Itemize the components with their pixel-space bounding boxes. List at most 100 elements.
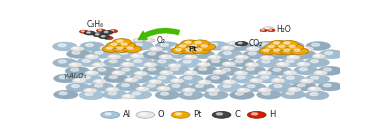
Circle shape: [98, 68, 106, 71]
Circle shape: [83, 88, 97, 93]
Text: γ-Al₂O₃: γ-Al₂O₃: [64, 73, 87, 79]
Circle shape: [75, 79, 80, 81]
Circle shape: [156, 86, 171, 91]
Circle shape: [116, 66, 141, 75]
Circle shape: [285, 44, 304, 51]
Circle shape: [265, 28, 269, 29]
Circle shape: [133, 54, 138, 56]
Circle shape: [53, 42, 77, 51]
Circle shape: [311, 43, 319, 46]
Circle shape: [183, 55, 198, 60]
Circle shape: [299, 68, 307, 71]
Circle shape: [88, 71, 92, 73]
Circle shape: [117, 42, 136, 49]
Circle shape: [54, 90, 78, 99]
Circle shape: [142, 50, 167, 59]
Circle shape: [72, 78, 86, 83]
Circle shape: [101, 36, 105, 37]
Circle shape: [325, 52, 333, 55]
Circle shape: [148, 79, 162, 84]
Circle shape: [246, 46, 260, 51]
Circle shape: [123, 46, 142, 52]
Circle shape: [255, 41, 280, 50]
Circle shape: [175, 49, 181, 51]
Circle shape: [113, 46, 131, 52]
Circle shape: [106, 37, 109, 38]
Circle shape: [269, 40, 288, 47]
Circle shape: [178, 91, 203, 100]
Circle shape: [257, 90, 281, 99]
Circle shape: [111, 30, 114, 31]
Circle shape: [279, 45, 285, 47]
Circle shape: [268, 83, 293, 92]
Circle shape: [134, 71, 148, 76]
Circle shape: [105, 42, 130, 51]
Circle shape: [237, 72, 242, 73]
Circle shape: [147, 39, 150, 41]
Circle shape: [184, 70, 198, 75]
Circle shape: [115, 71, 119, 73]
Circle shape: [186, 49, 192, 51]
Circle shape: [85, 54, 99, 59]
Circle shape: [128, 58, 153, 67]
Text: H₂O: H₂O: [277, 25, 291, 34]
Circle shape: [269, 48, 288, 55]
Circle shape: [70, 46, 84, 51]
Circle shape: [235, 41, 248, 46]
Circle shape: [108, 92, 116, 95]
Circle shape: [283, 70, 297, 75]
Circle shape: [258, 71, 272, 76]
Circle shape: [181, 40, 200, 47]
Circle shape: [280, 40, 298, 47]
Circle shape: [178, 75, 203, 84]
Circle shape: [259, 48, 278, 55]
Text: O₂: O₂: [156, 36, 165, 45]
Circle shape: [290, 56, 294, 58]
Circle shape: [187, 55, 191, 57]
Circle shape: [279, 63, 284, 64]
Circle shape: [204, 91, 228, 99]
Circle shape: [77, 58, 101, 67]
Circle shape: [77, 74, 102, 83]
Circle shape: [237, 76, 245, 79]
Circle shape: [147, 84, 155, 87]
Circle shape: [228, 42, 238, 46]
Circle shape: [95, 63, 99, 65]
Circle shape: [280, 58, 305, 67]
Circle shape: [235, 92, 243, 95]
Circle shape: [105, 113, 111, 115]
Circle shape: [311, 87, 315, 89]
Circle shape: [184, 76, 192, 79]
Circle shape: [165, 66, 190, 75]
Circle shape: [105, 87, 119, 92]
Circle shape: [310, 93, 318, 95]
Circle shape: [102, 46, 121, 52]
Circle shape: [171, 68, 178, 70]
Circle shape: [155, 91, 180, 99]
Circle shape: [122, 68, 130, 71]
Circle shape: [141, 82, 166, 91]
Circle shape: [281, 75, 305, 84]
Circle shape: [148, 68, 156, 71]
Circle shape: [200, 47, 204, 48]
Circle shape: [140, 113, 146, 115]
Circle shape: [284, 42, 290, 44]
Circle shape: [258, 88, 272, 93]
Text: C: C: [234, 110, 240, 119]
Circle shape: [171, 64, 175, 66]
Circle shape: [170, 45, 184, 50]
Text: CO₂: CO₂: [249, 39, 263, 48]
Circle shape: [82, 59, 90, 62]
Circle shape: [172, 51, 180, 54]
Circle shape: [174, 79, 178, 81]
Circle shape: [103, 90, 127, 99]
Circle shape: [86, 89, 91, 91]
Circle shape: [166, 83, 191, 92]
Circle shape: [217, 113, 223, 115]
Circle shape: [240, 89, 244, 90]
Circle shape: [222, 79, 237, 85]
Circle shape: [261, 72, 265, 73]
Circle shape: [262, 92, 270, 95]
Circle shape: [117, 40, 123, 42]
Circle shape: [171, 47, 190, 54]
